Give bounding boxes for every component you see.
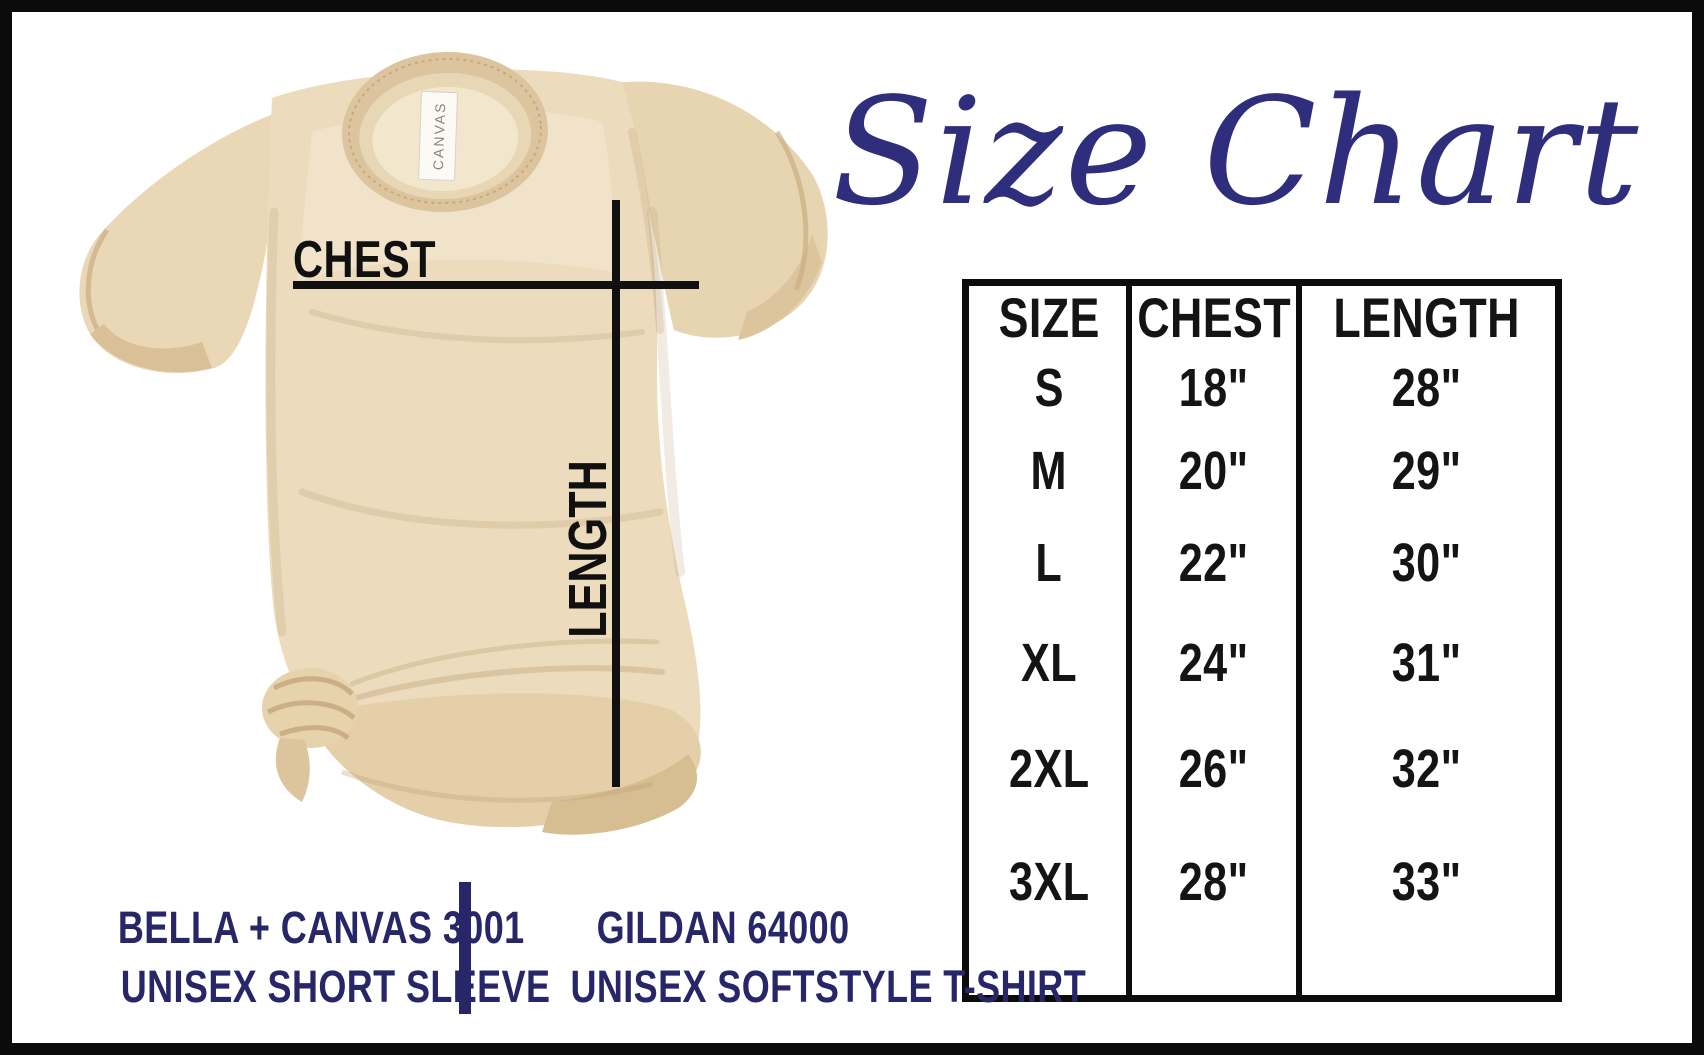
length-measure-line	[612, 200, 620, 787]
table-row-s-chest: 18"	[1179, 358, 1249, 418]
brand-right-line2: UNISEX SOFTSTYLE T-SHIRT	[570, 961, 1087, 1013]
table-row-3xl-chest: 28"	[1179, 852, 1249, 912]
brand-left-line1: BELLA + CANVAS 3001	[117, 902, 525, 953]
table-row-3xl-length: 33"	[1392, 852, 1462, 912]
chest-measure-label: CHEST	[293, 234, 472, 286]
table-row-s-size: S	[1034, 358, 1064, 418]
table-row-3xl-size: 3XL	[1008, 852, 1090, 912]
table-row-xl-chest: 24"	[1179, 632, 1249, 693]
brand-left-line2: UNISEX SHORT SLEEVE	[120, 961, 551, 1013]
table-row-2xl-length: 32"	[1392, 738, 1462, 799]
brand-right-line1: GILDAN 64000	[596, 902, 850, 953]
tshirt-right-sleeve	[607, 81, 828, 338]
length-measure-label: LENGTH	[558, 460, 618, 638]
size-chart-title: Size Chart	[832, 66, 1641, 238]
chest-measure-line	[293, 281, 699, 289]
chest-measure-text: CHEST	[293, 231, 436, 289]
table-column-divider-1	[1126, 286, 1132, 995]
size-table: SIZE CHEST LENGTH S 18" 28" M 20" 29" L …	[962, 279, 1562, 1002]
footer-divider-bar	[459, 882, 471, 1014]
table-row-xl-length: 31"	[1392, 632, 1462, 693]
table-row-xl-size: XL	[1020, 632, 1077, 693]
table-row-2xl-size: 2XL	[1008, 738, 1090, 799]
table-column-divider-2	[1296, 286, 1302, 995]
table-row-l-length: 30"	[1392, 532, 1462, 593]
brand-right: GILDAN 64000 UNISEX SOFTSTYLE T-SHIRT	[506, 898, 1085, 1017]
brand-left: BELLA + CANVAS 3001 UNISEX SHORT SLEEVE	[67, 898, 550, 1017]
tshirt-photo: CANVAS	[79, 51, 828, 835]
column-header-length: LENGTH	[1333, 285, 1521, 349]
table-row-l-chest: 22"	[1179, 532, 1249, 593]
table-row-m-chest: 20"	[1179, 441, 1249, 501]
table-row-m-length: 29"	[1392, 441, 1462, 501]
table-row-2xl-chest: 26"	[1179, 738, 1249, 799]
tshirt-left-sleeve	[79, 110, 284, 374]
column-header-chest: CHEST	[1137, 285, 1291, 349]
tshirt-neck-tag: CANVAS	[418, 90, 458, 182]
table-row-s-length: 28"	[1392, 358, 1462, 418]
neck-tag-text: CANVAS	[430, 101, 448, 170]
column-header-size: SIZE	[998, 285, 1100, 349]
table-row-l-size: L	[1035, 532, 1063, 593]
table-row-m-size: M	[1030, 441, 1068, 501]
